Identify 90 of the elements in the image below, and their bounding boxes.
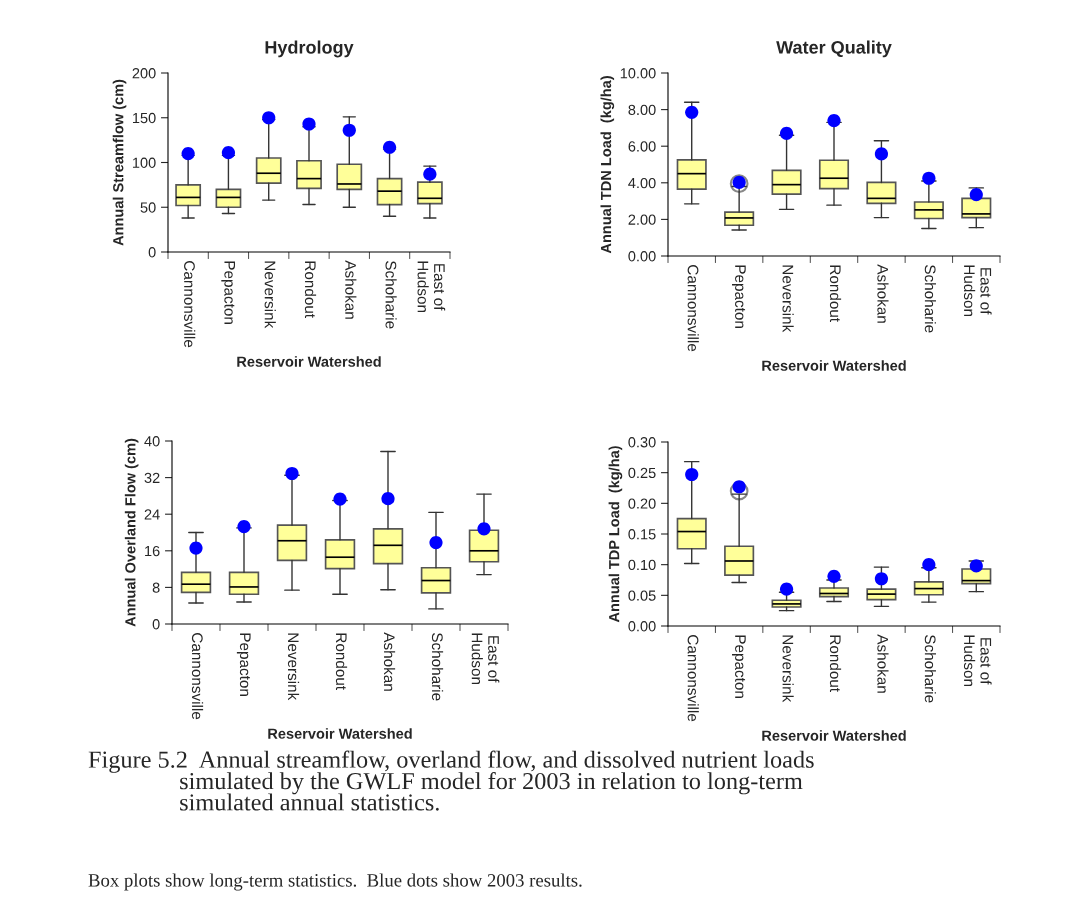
point (302, 117, 316, 131)
point (969, 559, 983, 573)
point (827, 113, 841, 128)
point (429, 535, 443, 550)
y-tick-label: 0.00 (628, 621, 656, 632)
point (381, 492, 395, 506)
y-tick-label: 0.30 (628, 437, 656, 448)
point (285, 466, 299, 481)
y-tick-label: 200 (132, 68, 156, 79)
x-axis-title: Reservoir Watershed (762, 730, 906, 741)
point (922, 171, 936, 185)
point (779, 582, 794, 596)
y-tick-label: 10.00 (620, 68, 656, 79)
x-tick-label: Neversink (782, 635, 794, 703)
x-tick-label: Rondout (335, 633, 348, 690)
point (189, 541, 203, 555)
point (342, 123, 356, 137)
y-tick-label: 2.00 (628, 214, 656, 225)
point (181, 146, 195, 161)
y-tick-label: 100 (132, 157, 156, 168)
y-axis-title: Annual Streamflow (cm) (112, 79, 127, 246)
chart-title: Water Quality (776, 40, 892, 58)
x-axis-title: Reservoir Watershed (268, 728, 412, 739)
x-tick-label: Schoharie (924, 635, 936, 703)
x-tick-label: Schoharie (924, 265, 936, 333)
x-axis-title: Reservoir Watershed (762, 360, 906, 371)
x-tick-label: East of Hudson (417, 261, 446, 312)
y-tick-label: 0.15 (628, 529, 656, 540)
point (685, 105, 699, 119)
point (685, 467, 699, 482)
y-tick-label: 8 (152, 582, 160, 593)
x-tick-label: Pepacton (732, 635, 746, 698)
y-tick-label: 0.20 (628, 498, 656, 509)
x-tick-label: Pepacton (236, 633, 251, 696)
point (874, 147, 889, 161)
point (237, 519, 251, 534)
x-tick-label: Ashokan (877, 634, 889, 693)
point (221, 146, 236, 160)
x-tick-label: Schoharie (431, 633, 444, 701)
x-tick-label: Rondout (829, 265, 842, 322)
y-tick-label: 0.05 (628, 590, 656, 601)
y-tick-label: 0 (152, 619, 160, 630)
x-tick-label: Pepacton (221, 261, 235, 324)
point (874, 572, 889, 586)
x-axis-title: Reservoir Watershed (237, 356, 381, 367)
x-tick-label: Cannonsville (184, 261, 196, 348)
text: Box plots show long-term statistics. Blue dots show 2003 results. (88, 873, 582, 891)
point (477, 522, 491, 536)
y-axis-title: Annual TDN Load (kg/ha) (600, 76, 615, 254)
x-tick-label: Cannonsville (191, 633, 204, 720)
x-tick-label: Cannonsville (687, 635, 699, 722)
x-tick-label: Schoharie (385, 261, 397, 329)
y-tick-label: 0.10 (628, 559, 656, 571)
y-tick-label: 50 (140, 202, 156, 213)
chart-title: Hydrology (265, 40, 354, 58)
x-tick-label: Ashokan (877, 264, 889, 323)
x-tick-label: Ashokan (383, 632, 396, 691)
x-tick-label: Neversink (782, 265, 794, 333)
point (779, 126, 794, 140)
x-tick-label: Rondout (829, 635, 842, 692)
caption: Figure 5.2 Annual streamflow, overland flow, and dissolved nutrient loads simulated by the GWLF model for 2003 in relation to long-term simulated annual statistics. (88, 750, 814, 811)
y-tick-label: 0 (148, 247, 156, 258)
y-tick-label: 8.00 (628, 104, 656, 116)
point (262, 111, 276, 125)
y-tick-label: 4.00 (628, 177, 656, 189)
point (827, 569, 841, 583)
x-tick-label: Cannonsville (687, 265, 699, 352)
x-tick-label: Ashokan (345, 260, 357, 319)
y-tick-label: 32 (144, 472, 160, 484)
x-tick-label: Rondout (304, 261, 317, 318)
y-tick-label: 0.00 (628, 251, 656, 262)
y-axis-title: Annual Overland Flow (cm) (124, 438, 139, 627)
y-tick-label: 150 (132, 112, 156, 124)
point (969, 188, 983, 202)
point (333, 492, 347, 506)
point (922, 558, 936, 572)
y-tick-label: 24 (144, 509, 160, 520)
y-axis-title: Annual TDP Load (kg/ha) (608, 446, 623, 623)
x-tick-label: Pepacton (732, 265, 746, 328)
y-tick-label: 16 (145, 545, 160, 557)
x-tick-label: East of Hudson (471, 633, 500, 684)
x-tick-label: East of Hudson (963, 265, 992, 316)
y-tick-label: 6.00 (628, 141, 656, 152)
x-tick-label: East of Hudson (963, 635, 992, 686)
point (423, 167, 437, 181)
y-tick-label: 0.25 (628, 467, 656, 479)
y-tick-label: 40 (144, 436, 160, 447)
point (382, 140, 397, 154)
x-tick-label: Neversink (287, 633, 300, 701)
x-tick-label: Neversink (264, 261, 276, 329)
